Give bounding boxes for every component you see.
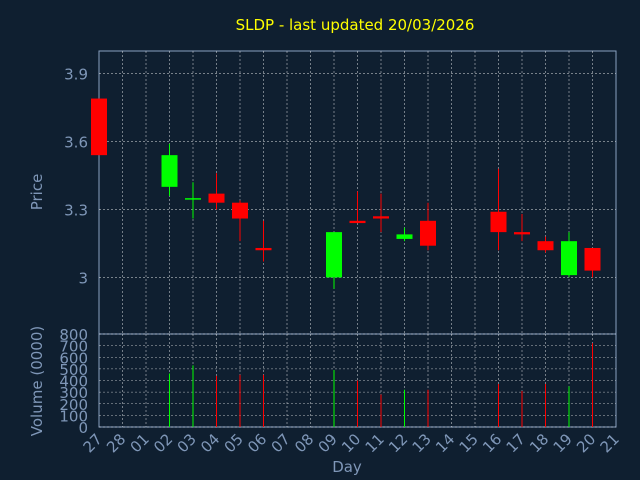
x-tick-label: 06: [244, 430, 270, 456]
candle-body: [91, 98, 107, 156]
candle-body: [490, 211, 507, 233]
x-tick-label: 16: [479, 430, 505, 456]
candle-body: [420, 220, 436, 246]
y-axis-label: Price: [28, 174, 46, 211]
price-tick-label: 3: [78, 269, 88, 287]
candle-body: [396, 234, 413, 239]
candle-body: [349, 220, 366, 224]
volume-tick-label: 300: [59, 384, 88, 402]
candle-body: [232, 202, 248, 219]
chart-title: SLDP - last updated 20/03/2026: [236, 16, 475, 34]
candle-body: [537, 241, 554, 251]
volume-tick-label: 600: [59, 349, 88, 367]
x-tick-label: 05: [221, 430, 247, 456]
candle-body: [326, 232, 342, 278]
candle-body: [185, 198, 201, 200]
x-tick-label: 19: [550, 430, 576, 456]
candle-body: [208, 193, 225, 203]
x-axis-label: Day: [332, 458, 362, 476]
volume-tick-label: 100: [59, 407, 88, 425]
x-tick-label: 28: [103, 430, 129, 456]
x-tick-label: 20: [573, 430, 599, 456]
x-tick-label: 12: [385, 430, 411, 456]
price-tick-label: 3.9: [64, 66, 88, 84]
x-tick-label: 17: [503, 430, 529, 456]
candle-body: [561, 241, 577, 276]
x-tick-label: 13: [409, 430, 435, 456]
x-tick-label: 08: [291, 430, 317, 456]
candle-body: [514, 232, 530, 235]
x-tick-label: 21: [597, 430, 623, 456]
x-tick-label: 09: [315, 430, 341, 456]
candle-body: [255, 247, 272, 251]
price-tick-label: 3.6: [64, 134, 88, 152]
x-tick-label: 11: [362, 430, 388, 456]
volume-tick-label: 800: [59, 326, 88, 344]
x-tick-label: 03: [174, 430, 200, 456]
x-tick-label: 18: [526, 430, 552, 456]
volume-tick-label: 200: [59, 396, 88, 414]
x-tick-label: 14: [432, 430, 458, 456]
x-tick-label: 15: [456, 430, 482, 456]
volume-tick-label: 700: [59, 338, 88, 356]
price-tick-label: 3.3: [64, 201, 88, 219]
candle-body: [161, 155, 178, 187]
candle-body: [584, 247, 601, 271]
x-axis: 2728010203040506070809101112131415161718…: [80, 430, 623, 456]
volume-tick-label: 0: [78, 419, 88, 437]
x-tick-label: 01: [127, 430, 153, 456]
x-tick-label: 02: [150, 430, 176, 456]
volume-axis-label: Volume (0000): [28, 326, 46, 436]
x-tick-label: 07: [268, 430, 294, 456]
x-tick-label: 10: [338, 430, 364, 456]
x-tick-label: 04: [197, 430, 223, 456]
volume-tick-label: 500: [59, 361, 88, 379]
candle-body: [373, 216, 389, 219]
price-panel: 3 3.3 3.6 3.9: [64, 50, 617, 335]
volume-tick-label: 400: [59, 373, 88, 391]
